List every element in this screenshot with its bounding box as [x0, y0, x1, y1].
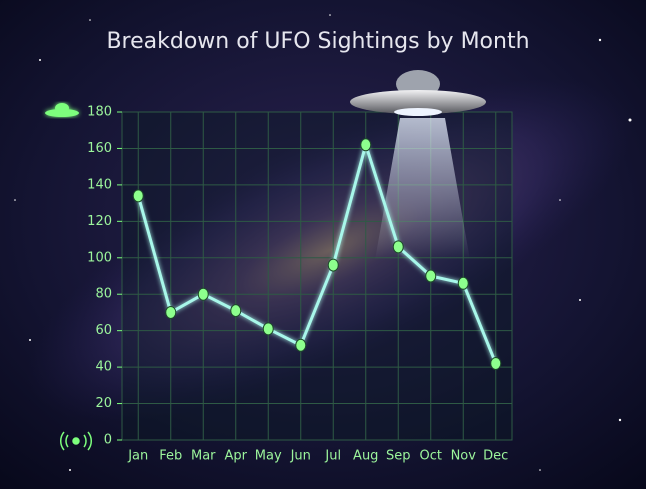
- point-marker: [230, 304, 242, 318]
- x-tick-label: Apr: [225, 449, 248, 464]
- point-marker: [490, 356, 502, 370]
- data-line: [136, 143, 498, 365]
- ufo-icon: [45, 103, 79, 117]
- x-tick-label: May: [255, 449, 282, 464]
- x-tick-label: Dec: [483, 449, 508, 464]
- y-tick-label: 160: [87, 141, 112, 156]
- y-tick-label: 180: [87, 105, 112, 120]
- y-tick-label: 60: [95, 323, 112, 338]
- stars: [14, 14, 632, 471]
- point-marker: [425, 269, 437, 283]
- radar-icon: [60, 431, 92, 451]
- ufo: [350, 70, 486, 116]
- point-marker: [295, 338, 307, 352]
- y-tick-label: 80: [95, 287, 112, 302]
- point-marker: [327, 258, 339, 272]
- x-tick-label: Nov: [451, 449, 477, 464]
- y-tick-label: 20: [95, 396, 112, 411]
- point-marker: [262, 322, 274, 336]
- point-marker: [197, 287, 209, 301]
- y-tick-label: 140: [87, 177, 112, 192]
- galaxy: [27, 78, 633, 422]
- chart-title: Breakdown of UFO Sightings by Month: [106, 29, 529, 54]
- x-tick-label: Jun: [290, 449, 311, 464]
- point-marker: [392, 240, 404, 254]
- y-tick-label: 100: [87, 250, 112, 265]
- x-tick-label: Jul: [324, 449, 341, 464]
- x-tick-label: Mar: [191, 449, 216, 464]
- x-tick-label: Jan: [127, 449, 148, 464]
- point-marker: [165, 305, 177, 319]
- x-tick-label: Oct: [420, 449, 442, 464]
- point-marker: [132, 189, 144, 203]
- y-tick-label: 0: [104, 433, 112, 448]
- point-marker: [360, 138, 372, 152]
- x-tick-label: Feb: [159, 449, 182, 464]
- ufo-beam: [375, 118, 470, 260]
- x-tick-label: Sep: [386, 449, 411, 464]
- x-tick-label: Aug: [353, 449, 378, 464]
- plot-area: [121, 111, 513, 441]
- y-tick-label: 120: [87, 214, 112, 229]
- point-marker: [457, 276, 469, 290]
- y-tick-label: 40: [95, 360, 112, 375]
